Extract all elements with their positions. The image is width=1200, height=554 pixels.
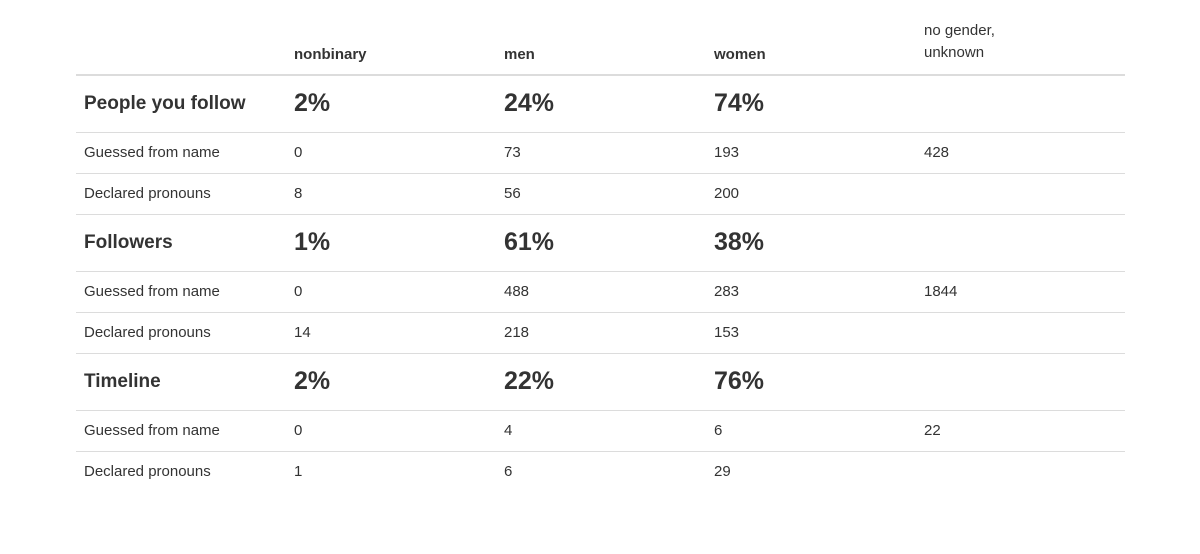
- percent-unknown: [916, 353, 1125, 411]
- percent-unknown: [916, 75, 1125, 133]
- value-unknown: [916, 312, 1125, 354]
- detail-row: Declared pronouns 8 56 200: [76, 173, 1125, 215]
- percent-unknown: [916, 214, 1125, 272]
- header-unknown-line1: no gender,: [924, 22, 995, 39]
- percent-nonbinary: 1%: [286, 214, 496, 272]
- row-label: Declared pronouns: [84, 463, 211, 481]
- value-nonbinary: 1: [294, 463, 303, 481]
- value-men: 56: [496, 173, 706, 215]
- percent-women: 74%: [706, 75, 916, 133]
- header-unknown-line2: unknown: [924, 44, 985, 61]
- section-title: Timeline: [76, 353, 286, 411]
- section-summary-row: Timeline 2% 22% 76%: [76, 353, 1125, 411]
- gender-stats-table: nonbinary men women no gender, unknown Pe…: [76, 0, 1125, 492]
- detail-row: Guessed from name 0 4 6 22: [76, 410, 1125, 452]
- header-women: women: [706, 0, 916, 76]
- value-women: 153: [706, 312, 916, 354]
- detail-row: Declared pronouns 1 6 29: [76, 451, 1125, 492]
- value-women: 29: [714, 463, 731, 481]
- percent-women: 38%: [706, 214, 916, 272]
- header-row: nonbinary men women no gender, unknown: [76, 0, 1125, 76]
- row-label: Guessed from name: [76, 271, 286, 313]
- section-summary-row: Followers 1% 61% 38%: [76, 214, 1125, 272]
- value-men: 218: [496, 312, 706, 354]
- value-women: 6: [706, 410, 916, 452]
- header-men: men: [496, 0, 706, 76]
- value-men: 488: [496, 271, 706, 313]
- value-unknown: [916, 451, 1125, 492]
- percent-men: 22%: [496, 353, 706, 411]
- value-unknown: [916, 173, 1125, 215]
- section-title: People you follow: [76, 75, 286, 133]
- value-nonbinary: 0: [286, 271, 496, 313]
- row-label: Declared pronouns: [76, 312, 286, 354]
- value-women: 283: [706, 271, 916, 313]
- header-empty: [76, 0, 286, 76]
- row-label: Guessed from name: [76, 132, 286, 174]
- percent-nonbinary: 2%: [286, 75, 496, 133]
- value-men: 73: [496, 132, 706, 174]
- value-unknown: 22: [916, 410, 1125, 452]
- value-nonbinary: 8: [286, 173, 496, 215]
- section-title: Followers: [76, 214, 286, 272]
- value-women: 200: [706, 173, 916, 215]
- detail-row: Declared pronouns 14 218 153: [76, 312, 1125, 354]
- header-nonbinary: nonbinary: [286, 0, 496, 76]
- row-label: Declared pronouns: [76, 173, 286, 215]
- detail-row: Guessed from name 0 488 283 1844: [76, 271, 1125, 313]
- value-unknown: 428: [916, 132, 1125, 174]
- value-nonbinary: 14: [286, 312, 496, 354]
- section-summary-row: People you follow 2% 24% 74%: [76, 75, 1125, 133]
- gender-stats-table-container: nonbinary men women no gender, unknown Pe…: [76, 0, 1125, 492]
- header-unknown: no gender, unknown: [916, 0, 1125, 76]
- value-nonbinary: 0: [286, 410, 496, 452]
- value-nonbinary: 0: [286, 132, 496, 174]
- percent-nonbinary: 2%: [286, 353, 496, 411]
- detail-row: Guessed from name 0 73 193 428: [76, 132, 1125, 174]
- percent-men: 61%: [496, 214, 706, 272]
- value-women: 193: [706, 132, 916, 174]
- value-unknown: 1844: [916, 271, 1125, 313]
- value-men: 6: [504, 463, 513, 481]
- percent-men: 24%: [496, 75, 706, 133]
- percent-women: 76%: [706, 353, 916, 411]
- value-men: 4: [496, 410, 706, 452]
- row-label: Guessed from name: [76, 410, 286, 452]
